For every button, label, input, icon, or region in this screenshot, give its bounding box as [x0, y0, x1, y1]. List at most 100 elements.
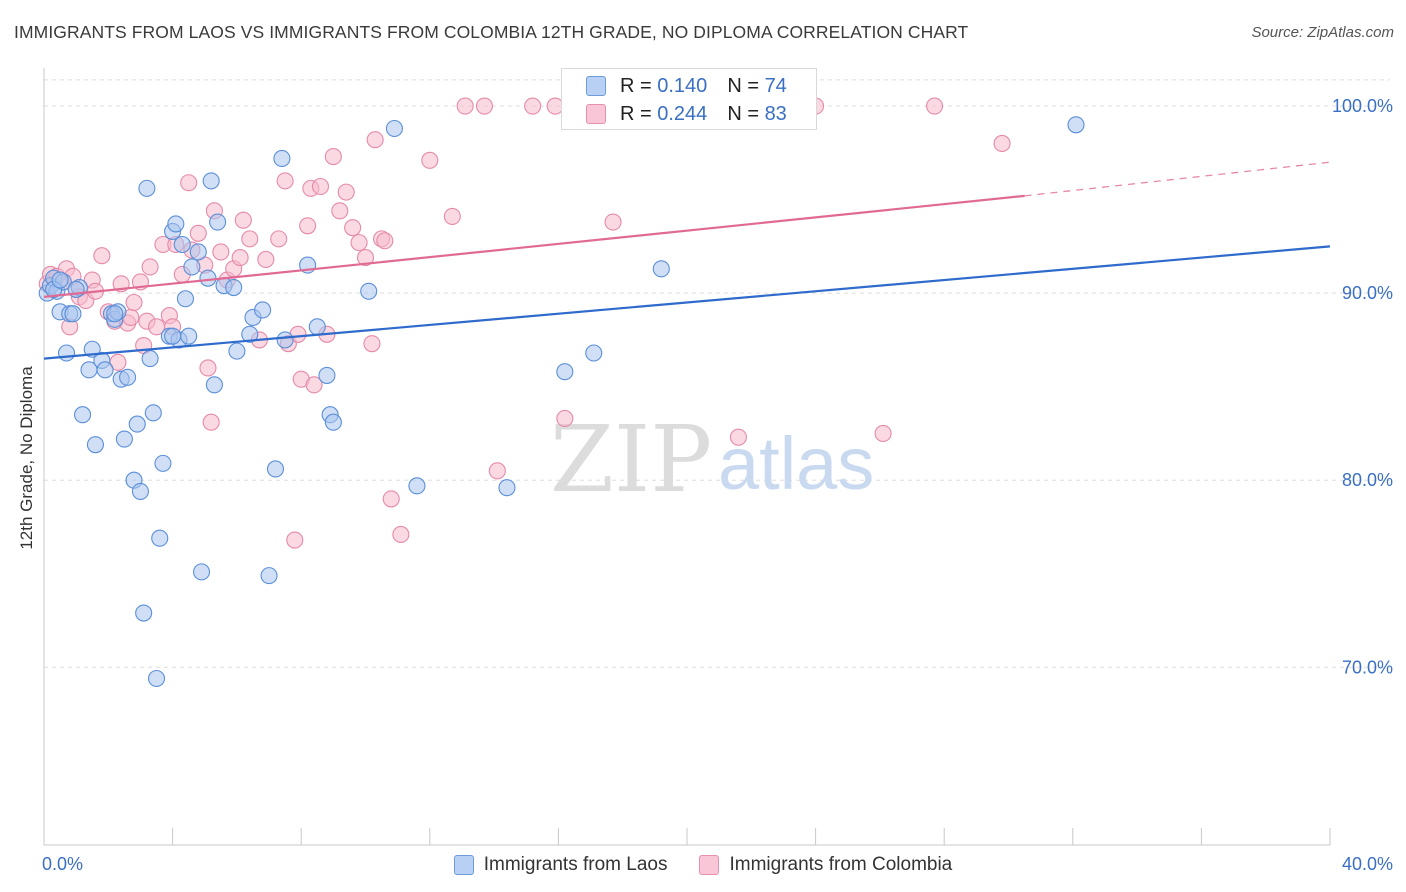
watermark: ZIP atlas — [550, 406, 874, 513]
data-point-colombia — [350, 234, 368, 252]
y-axis-label: 12th Grade, No Diploma — [17, 366, 36, 550]
data-point-colombia — [257, 250, 275, 269]
watermark-zip: ZIP — [550, 406, 712, 513]
data-point-colombia — [202, 413, 220, 431]
data-point-colombia — [189, 224, 207, 242]
y-tick-label: 90.0% — [1342, 283, 1393, 303]
data-point-laos — [408, 477, 426, 495]
legend-item-colombia[interactable]: Immigrants from Colombia — [699, 852, 952, 878]
data-point-colombia — [729, 428, 747, 446]
data-point-colombia — [604, 213, 622, 231]
data-point-colombia — [556, 409, 574, 428]
data-point-laos — [154, 454, 172, 472]
data-point-colombia — [180, 174, 198, 192]
stats-row-colombia: R = 0.244 N = 83 — [586, 101, 787, 127]
data-point-laos — [183, 258, 201, 276]
data-point-colombia — [344, 219, 362, 237]
data-point-colombia — [524, 97, 542, 115]
legend-item-laos[interactable]: Immigrants from Laos — [453, 852, 668, 878]
trendline-colombia-extension — [1024, 161, 1331, 197]
data-point-colombia — [376, 232, 394, 250]
data-point-colombia — [382, 490, 400, 508]
data-point-colombia — [125, 293, 143, 312]
legend: Immigrants from Laos Immigrants from Col… — [0, 852, 1406, 878]
data-point-laos — [192, 563, 211, 581]
data-point-colombia — [141, 258, 159, 276]
data-point-laos — [225, 278, 243, 297]
data-point-laos — [144, 404, 162, 422]
laos-n-label: N = — [727, 74, 759, 97]
data-point-laos — [209, 213, 227, 231]
data-point-laos — [1067, 116, 1085, 134]
data-point-colombia — [286, 531, 304, 549]
data-point-laos — [131, 482, 149, 500]
x-tick-label-max: 40.0% — [1342, 854, 1393, 874]
data-point-laos — [199, 269, 217, 287]
data-point-laos — [74, 406, 92, 424]
data-point-colombia — [993, 134, 1011, 153]
data-point-colombia — [199, 359, 217, 377]
colombia-n-label: N = — [727, 102, 759, 125]
data-point-laos — [385, 119, 403, 138]
data-point-laos — [241, 325, 259, 343]
data-point-laos — [106, 305, 124, 323]
data-point-laos — [135, 604, 153, 622]
legend-label-laos: Immigrants from Laos — [483, 854, 668, 875]
data-point-colombia — [93, 247, 111, 265]
data-point-colombia — [475, 97, 494, 115]
chart-source: Source: ZipAtlas.com — [1251, 24, 1394, 41]
data-point-laos — [64, 305, 82, 323]
laos-r-value: 0.140 — [657, 74, 708, 97]
y-tick-label: 80.0% — [1342, 470, 1393, 490]
data-point-colombia — [366, 131, 384, 149]
data-point-laos — [498, 479, 516, 497]
data-point-laos — [189, 243, 207, 261]
data-point-colombia — [443, 207, 461, 225]
data-point-colombia — [488, 462, 506, 480]
data-point-colombia — [331, 202, 349, 220]
data-point-laos — [164, 327, 182, 345]
data-point-laos — [556, 363, 574, 381]
data-point-laos — [228, 342, 246, 360]
data-point-laos — [167, 215, 185, 233]
data-point-laos — [147, 669, 166, 688]
data-point-laos — [360, 282, 378, 300]
data-point-colombia — [324, 148, 342, 166]
data-point-colombia — [874, 424, 892, 442]
data-point-colombia — [363, 335, 381, 353]
colombia-n-value: 83 — [764, 102, 787, 125]
data-point-laos — [141, 350, 159, 368]
data-point-laos — [176, 290, 195, 308]
data-point-colombia — [270, 230, 288, 248]
data-point-laos — [115, 430, 133, 448]
data-point-laos — [96, 361, 114, 379]
legend-swatch-laos — [453, 855, 474, 875]
data-point-laos — [260, 567, 278, 585]
data-point-laos — [205, 376, 223, 394]
colombia-r-label: R = — [620, 102, 652, 125]
data-point-laos — [276, 331, 294, 349]
laos-r-label: R = — [620, 74, 652, 97]
y-tick-label: 70.0% — [1342, 657, 1393, 677]
trendline-laos — [43, 245, 1331, 360]
data-point-colombia — [212, 243, 230, 261]
data-point-colombia — [234, 211, 252, 229]
data-point-colombia — [305, 376, 323, 394]
legend-swatch-colombia — [699, 855, 720, 875]
y-tick-label: 100.0% — [1332, 96, 1393, 116]
gridlines — [44, 79, 1390, 668]
data-point-colombia — [299, 217, 317, 235]
series-colombia-points — [38, 97, 1011, 549]
data-point-laos — [202, 172, 220, 190]
data-point-colombia — [276, 172, 294, 190]
data-point-laos — [308, 318, 326, 336]
laos-n-value: 74 — [764, 74, 787, 97]
data-point-laos — [254, 301, 272, 319]
data-point-laos — [128, 415, 146, 433]
data-point-laos — [652, 260, 670, 278]
data-point-laos — [266, 460, 285, 478]
data-point-laos — [173, 235, 191, 254]
trendline-colombia — [43, 194, 1025, 298]
data-point-colombia — [311, 177, 330, 196]
